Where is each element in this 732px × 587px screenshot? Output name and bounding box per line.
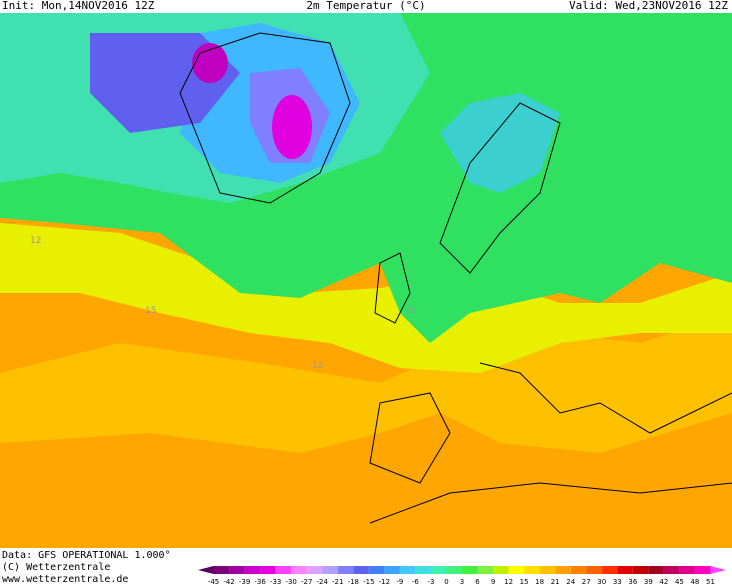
- legend-tick-label: -42: [223, 578, 234, 586]
- arctic-core: [192, 43, 228, 83]
- legend-swatch: [368, 566, 385, 574]
- data-source: Data: GFS OPERATIONAL 1.000°: [2, 550, 171, 561]
- legend-swatch: [632, 566, 649, 574]
- legend-swatch: [244, 566, 261, 574]
- legend-swatch: [430, 566, 447, 574]
- legend-tick-label: 42: [659, 578, 668, 586]
- legend-tick-label: 18: [535, 578, 544, 586]
- legend-tick-label: 0: [444, 578, 448, 586]
- legend-swatch: [570, 566, 587, 574]
- legend-tick-label: 48: [690, 578, 699, 586]
- legend-tick-label: -27: [301, 578, 312, 586]
- legend-tick-label: 9: [491, 578, 495, 586]
- legend-tick-label: 27: [582, 578, 591, 586]
- legend-swatch: [260, 566, 276, 574]
- legend-swatch: [601, 566, 618, 574]
- legend-tick-label: -39: [239, 578, 250, 586]
- legend-tick-label: -15: [363, 578, 374, 586]
- legend-swatch: [306, 566, 323, 574]
- legend-tick-label: 33: [613, 578, 622, 586]
- legend-swatch: [508, 566, 525, 574]
- copyright: (C) Wetterzentrale: [2, 562, 111, 573]
- temperature-map: 12 15 12 12: [0, 13, 732, 548]
- legend-tick-label: -18: [348, 578, 359, 586]
- legend-tick-label: -6: [412, 578, 420, 586]
- greenland-core: [272, 95, 312, 159]
- legend-swatch: [710, 566, 726, 574]
- legend-tick-label: -3: [427, 578, 434, 586]
- coastlines: [179, 32, 732, 524]
- legend-tick-label: -9: [396, 578, 403, 586]
- legend-swatch: [198, 566, 214, 574]
- scandinavia-cold: [440, 93, 560, 193]
- legend-swatch: [524, 566, 540, 574]
- contour-label: 12: [312, 361, 323, 371]
- legend-swatch: [539, 566, 556, 574]
- legend-tick-label: 36: [628, 578, 637, 586]
- legend-tick-label: 39: [644, 578, 653, 586]
- legend-tick-label: -45: [208, 578, 219, 586]
- contour-label: 12: [30, 236, 41, 246]
- valid-time: Valid: Wed,23NOV2016 12Z: [569, 0, 728, 12]
- legend-swatch: [477, 566, 494, 574]
- map-title: 2m Temperatur (°C): [306, 0, 426, 12]
- legend-swatch: [399, 566, 416, 574]
- legend-tick-label: 30: [597, 578, 606, 586]
- legend-swatch: [229, 566, 245, 574]
- legend-swatch: [213, 566, 230, 574]
- legend-tick-label: -24: [317, 578, 329, 586]
- legend-tick-label: -36: [254, 578, 266, 586]
- website: www.wetterzentrale.de: [2, 574, 129, 585]
- legend-swatch: [275, 566, 292, 574]
- legend-swatch: [648, 566, 664, 574]
- legend-swatch: [353, 566, 369, 574]
- legend-tick-label: 3: [460, 578, 464, 586]
- legend-swatch: [384, 566, 400, 574]
- legend-swatch: [617, 566, 633, 574]
- legend-swatch: [493, 566, 509, 574]
- legend-swatch: [694, 566, 711, 574]
- legend-swatch: [555, 566, 571, 574]
- contour-label: 15: [145, 306, 156, 316]
- legend-swatch: [679, 566, 695, 574]
- legend-tick-label: 45: [675, 578, 684, 586]
- legend-swatch: [415, 566, 431, 574]
- legend-tick-label: 51: [706, 578, 715, 586]
- legend-tick-label: 12: [504, 578, 513, 586]
- legend-swatch: [446, 566, 462, 574]
- legend-tick-label: -33: [270, 578, 281, 586]
- legend-tick-label: 15: [520, 578, 529, 586]
- orange-band: [0, 313, 732, 453]
- yellow-band: [0, 223, 732, 373]
- color-legend: -45 -42 -39 -36 -33 -30 -27 -24 -21 -18 -15 -12 -9 -6…: [198, 566, 726, 586]
- legend-swatch: [663, 566, 680, 574]
- legend-swatch: [462, 566, 478, 574]
- init-time: Init: Mon,14NOV2016 12Z: [2, 0, 155, 12]
- legend-tick-label: -21: [332, 578, 343, 586]
- legend-swatch: [337, 566, 354, 574]
- legend-swatch: [322, 566, 338, 574]
- legend-swatch: [586, 566, 602, 574]
- legend-tick-label: -12: [379, 578, 390, 586]
- legend-tick-label: 24: [566, 578, 575, 586]
- legend-tick-label: 6: [475, 578, 480, 586]
- legend-tick-label: 21: [551, 578, 560, 586]
- legend-swatch: [291, 566, 307, 574]
- contour-label: 12: [405, 306, 416, 316]
- legend-tick-label: -30: [285, 578, 296, 586]
